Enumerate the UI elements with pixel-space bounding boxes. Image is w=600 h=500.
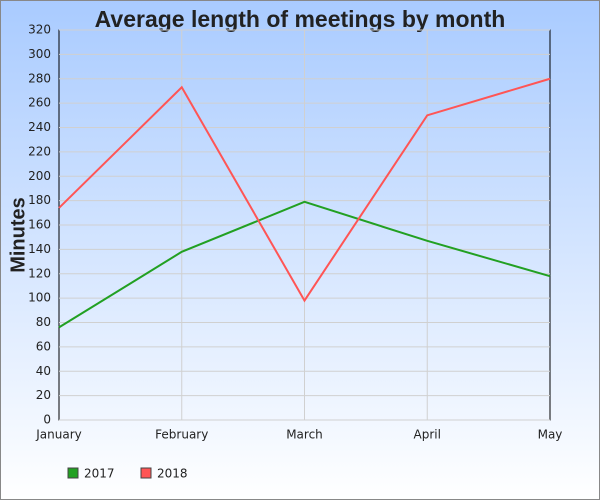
x-tick-label: March xyxy=(286,428,323,442)
y-tick-label: 200 xyxy=(28,169,51,183)
legend-label: 2018 xyxy=(157,467,188,481)
x-tick-label: February xyxy=(155,428,208,442)
y-axis-label: Minutes xyxy=(7,197,29,273)
legend-label: 2017 xyxy=(84,467,115,481)
y-tick-label: 280 xyxy=(28,71,51,85)
y-tick-label: 80 xyxy=(36,315,51,329)
legend-swatch xyxy=(67,467,79,479)
x-tick-label: May xyxy=(538,428,563,442)
x-tick-label: April xyxy=(414,428,441,442)
chart-title: Average length of meetings by month xyxy=(95,6,506,32)
line xyxy=(58,200,551,329)
y-tick-label: 180 xyxy=(28,193,51,207)
y-tick-label: 260 xyxy=(28,96,51,110)
y-tick-label: 0 xyxy=(43,413,51,427)
y-tick-label: 100 xyxy=(28,291,51,305)
y-tick-label: 240 xyxy=(28,120,51,134)
y-tick-label: 220 xyxy=(28,144,51,158)
y-tick-label: 320 xyxy=(28,23,51,37)
y-tick-label: 40 xyxy=(36,364,51,378)
line xyxy=(58,77,551,303)
y-tick-label: 120 xyxy=(28,266,51,280)
y-tick-label: 160 xyxy=(28,218,51,232)
y-tick-label: 140 xyxy=(28,242,51,256)
x-tick-label: January xyxy=(35,428,82,442)
y-tick-label: 20 xyxy=(36,388,51,402)
y-tick-label: 300 xyxy=(28,47,51,61)
y-tick-label: 60 xyxy=(36,339,51,353)
legend-swatch xyxy=(140,467,152,479)
